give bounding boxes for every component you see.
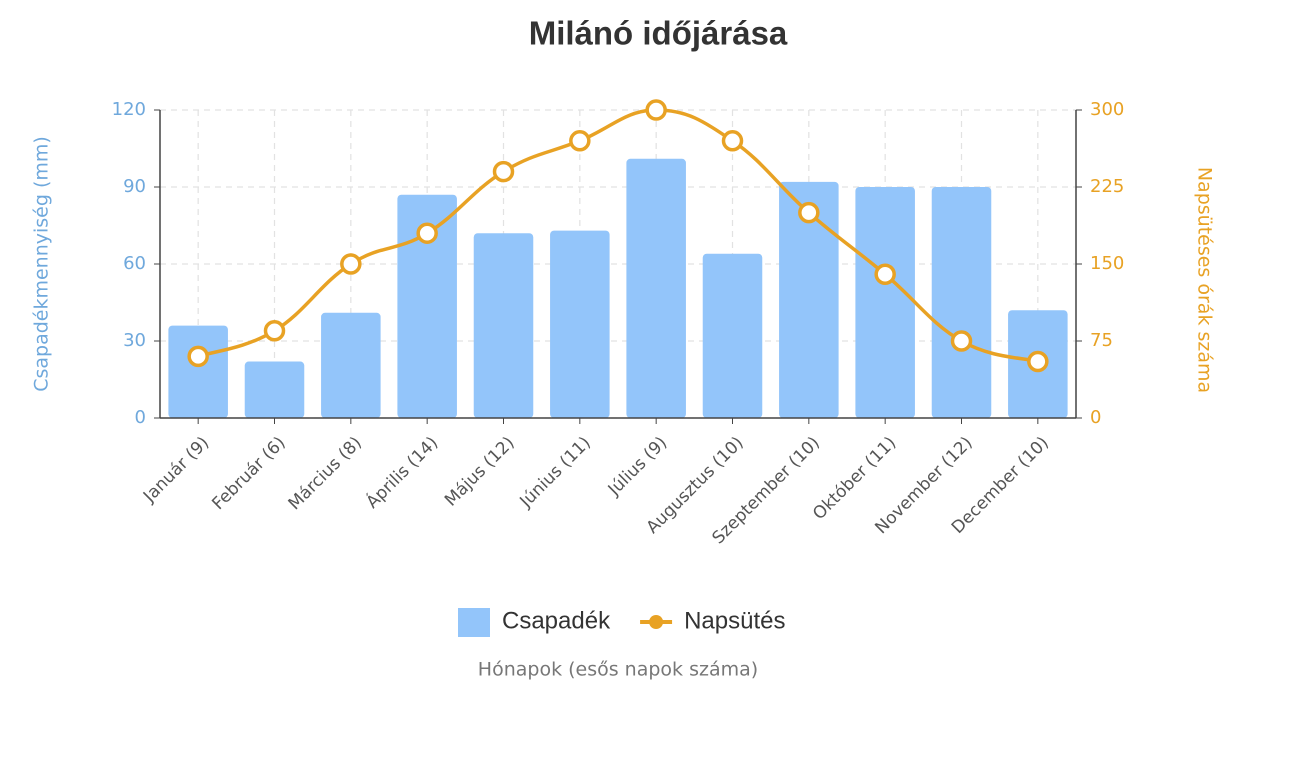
line-point <box>187 345 209 368</box>
bar <box>473 233 534 418</box>
line-point <box>798 201 820 224</box>
bar <box>321 312 381 418</box>
x-tick-label: Február (6) <box>208 433 289 514</box>
x-tick-label: Január (9) <box>139 433 213 507</box>
y-tick-label: 30 <box>123 330 146 351</box>
y2-tick-label: 75 <box>1090 330 1113 351</box>
x-axis-title: Hónapok (esős napok száma) <box>478 659 758 681</box>
bar <box>626 158 686 418</box>
line-point <box>874 263 896 286</box>
legend-swatch-dot <box>649 615 664 629</box>
line-point <box>645 99 667 121</box>
x-tick-label: Május (12) <box>441 433 519 511</box>
legend-item: Csapadék <box>458 607 611 637</box>
line-point <box>416 222 438 244</box>
line <box>197 108 1039 364</box>
y2-tick-label: 300 <box>1090 99 1124 120</box>
x-tick-label: Április (14) <box>361 432 442 513</box>
line-point <box>492 160 515 183</box>
bar <box>397 194 457 418</box>
x-tick-label: Július (9) <box>604 433 671 500</box>
bar <box>931 187 992 418</box>
line-point <box>721 130 744 152</box>
legend-label: Napsütés <box>684 607 785 634</box>
legend-swatch <box>458 608 490 637</box>
line-point <box>950 330 973 352</box>
y2-tick-label: 0 <box>1090 407 1101 428</box>
y-tick-label: 120 <box>112 99 146 120</box>
x-tick-label: Március (8) <box>285 433 366 514</box>
line-point <box>263 319 286 342</box>
y-axis-title: Csapadékmennyiség (mm) <box>31 136 53 392</box>
x-tick-label: Június (11) <box>516 433 595 512</box>
bar <box>702 253 763 418</box>
line-point <box>340 253 362 275</box>
y-tick-label: 0 <box>135 407 146 428</box>
y-tick-label: 90 <box>123 176 146 197</box>
bar <box>244 361 305 418</box>
y2-axis-title: Napsütéses órák száma <box>1194 167 1216 393</box>
legend-label: Csapadék <box>502 607 611 634</box>
line-point <box>1027 350 1049 373</box>
y2-tick-label: 150 <box>1090 253 1124 274</box>
y2-tick-label: 225 <box>1090 176 1124 197</box>
bar <box>855 187 915 418</box>
y-tick-label: 60 <box>123 253 146 274</box>
chart-title: Milánó időjárása <box>529 15 788 52</box>
bar <box>550 230 610 418</box>
legend-item: Napsütés <box>640 607 785 634</box>
line-point <box>569 130 591 152</box>
bar <box>779 181 839 418</box>
bar <box>168 325 228 418</box>
